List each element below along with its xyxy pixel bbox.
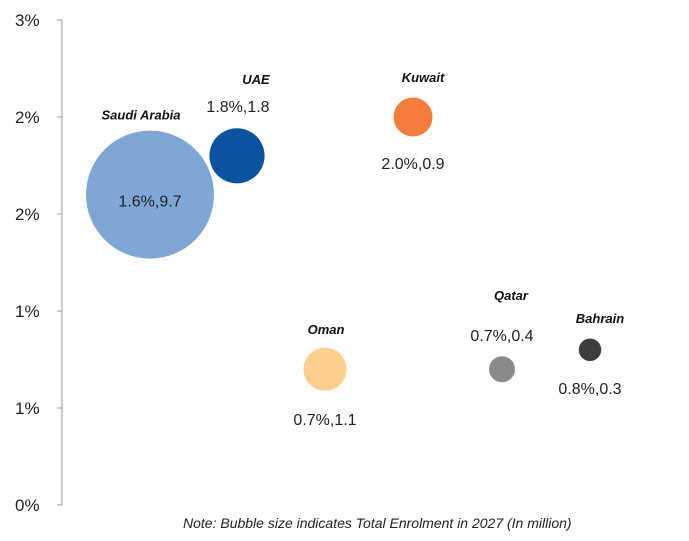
y-tick-label: 2% xyxy=(15,205,40,224)
bubble-data-label: 1.8%,1.8 xyxy=(206,99,269,116)
bubble-name-label: Qatar xyxy=(494,288,529,303)
y-tick-label: 2% xyxy=(15,108,40,127)
bubble-data-label: 2.0%,0.9 xyxy=(381,156,444,173)
y-tick-label: 3% xyxy=(15,11,40,30)
bubble-data-label: 0.7%,1.1 xyxy=(293,412,356,429)
y-tick-label: 0% xyxy=(15,496,40,515)
bubble-oman xyxy=(303,347,347,391)
bubble-name-label: Oman xyxy=(308,322,345,337)
bubble-name-label: Saudi Arabia xyxy=(102,108,181,123)
bubble-name-label: Kuwait xyxy=(402,70,445,85)
bubble-data-label: 0.7%,0.4 xyxy=(470,328,533,345)
y-tick-label: 1% xyxy=(15,399,40,418)
bubble-saudi-arabia xyxy=(86,130,214,259)
bubble-kuwait xyxy=(393,97,433,137)
chart-note: Note: Bubble size indicates Total Enrolm… xyxy=(183,515,572,531)
bubble-qatar xyxy=(489,356,515,383)
y-tick-label: 1% xyxy=(15,302,40,321)
bubble-name-label: UAE xyxy=(242,72,270,87)
bubble-bahrain xyxy=(578,338,602,362)
bubble-uae xyxy=(209,128,265,184)
bubble-data-label: 1.6%,9.7 xyxy=(118,194,181,211)
bubble-data-label: 0.8%,0.3 xyxy=(558,381,621,398)
bubble-name-label: Bahrain xyxy=(576,311,624,326)
